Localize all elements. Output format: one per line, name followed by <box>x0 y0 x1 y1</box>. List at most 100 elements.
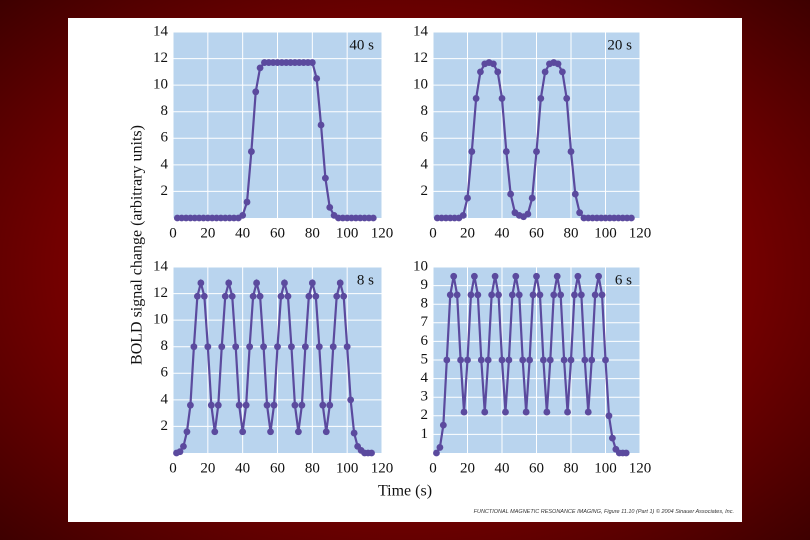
data-point <box>609 434 616 442</box>
data-point <box>239 428 247 436</box>
y-tick-label: 1 <box>421 426 429 442</box>
data-point <box>467 291 475 299</box>
data-point <box>246 343 254 351</box>
x-tick-label: 20 <box>200 225 215 241</box>
data-point <box>495 291 502 299</box>
y-tick-label: 8 <box>161 103 169 119</box>
data-point <box>498 356 506 364</box>
panel-label: 40 s <box>349 37 374 53</box>
data-point <box>239 211 247 219</box>
data-point <box>270 401 278 409</box>
data-point <box>563 95 571 102</box>
data-point <box>193 292 201 300</box>
data-point <box>528 194 536 202</box>
data-point <box>315 343 323 351</box>
x-tick-label: 20 <box>200 460 215 476</box>
x-tick-label: 60 <box>529 460 544 476</box>
data-point <box>200 292 208 300</box>
data-point <box>477 356 485 364</box>
data-point <box>591 291 599 299</box>
data-point <box>541 68 549 76</box>
data-point <box>605 412 613 420</box>
data-point <box>577 291 585 299</box>
x-tick-label: 0 <box>169 460 177 476</box>
x-tick-label: 100 <box>336 460 359 476</box>
data-point <box>252 88 260 96</box>
x-axis-label: Time (s) <box>378 483 432 500</box>
x-tick-label: 120 <box>629 225 652 241</box>
data-point <box>498 95 506 102</box>
data-point <box>537 95 545 102</box>
y-tick-label: 6 <box>161 365 169 381</box>
data-point <box>524 210 532 218</box>
y-tick-label: 6 <box>161 130 169 146</box>
y-tick-label: 2 <box>161 418 169 434</box>
y-tick-label: 9 <box>421 277 429 293</box>
data-point <box>232 343 240 351</box>
data-point <box>277 292 285 300</box>
data-point <box>522 408 530 416</box>
data-point <box>336 279 344 287</box>
y-tick-label: 10 <box>153 77 168 93</box>
x-tick-label: 100 <box>594 225 617 241</box>
data-point <box>439 421 447 429</box>
data-point <box>515 291 523 299</box>
y-tick-label: 4 <box>161 156 169 172</box>
x-tick-label: 60 <box>529 225 544 241</box>
y-tick-label: 8 <box>161 338 169 354</box>
data-point <box>319 401 327 409</box>
x-tick-label: 120 <box>371 460 394 476</box>
data-point <box>235 401 243 409</box>
data-point <box>180 442 187 450</box>
data-point <box>284 292 292 300</box>
data-point <box>576 209 584 217</box>
x-tick-label: 80 <box>564 460 579 476</box>
data-point <box>350 429 358 437</box>
data-point <box>281 279 288 287</box>
data-point <box>560 356 568 364</box>
x-tick-label: 40 <box>235 225 250 241</box>
data-point <box>242 401 250 409</box>
data-point <box>260 343 267 351</box>
data-point <box>595 272 602 280</box>
data-point <box>256 292 264 300</box>
x-tick-label: 0 <box>169 225 177 241</box>
data-point <box>477 68 484 76</box>
data-point <box>526 356 533 364</box>
data-point <box>622 449 630 457</box>
data-point <box>433 449 440 457</box>
data-point <box>274 343 281 351</box>
data-point <box>453 291 461 299</box>
data-point <box>519 356 527 364</box>
data-point <box>529 291 537 299</box>
y-tick-label: 14 <box>153 23 169 39</box>
panel-label: 8 s <box>357 272 374 288</box>
data-point <box>481 408 489 416</box>
data-point <box>225 279 233 287</box>
data-point <box>540 356 547 364</box>
x-tick-label: 40 <box>495 225 510 241</box>
data-line <box>435 276 627 455</box>
data-point <box>340 292 348 300</box>
data-point <box>176 448 184 456</box>
data-point <box>543 408 551 416</box>
data-point <box>326 401 334 409</box>
data-point <box>567 356 575 364</box>
data-point <box>247 148 255 155</box>
data-point <box>533 148 540 155</box>
data-point <box>256 64 264 72</box>
x-tick-label: 80 <box>305 460 320 476</box>
data-point <box>460 408 468 416</box>
x-tick-label: 80 <box>564 225 579 241</box>
data-point <box>295 428 302 436</box>
data-point <box>450 272 458 280</box>
data-point <box>249 292 257 300</box>
data-point <box>553 272 561 280</box>
data-point <box>291 401 299 409</box>
data-point <box>313 75 321 82</box>
data-point <box>505 356 513 364</box>
y-tick-label: 10 <box>413 77 428 93</box>
x-tick-label: 60 <box>270 460 285 476</box>
